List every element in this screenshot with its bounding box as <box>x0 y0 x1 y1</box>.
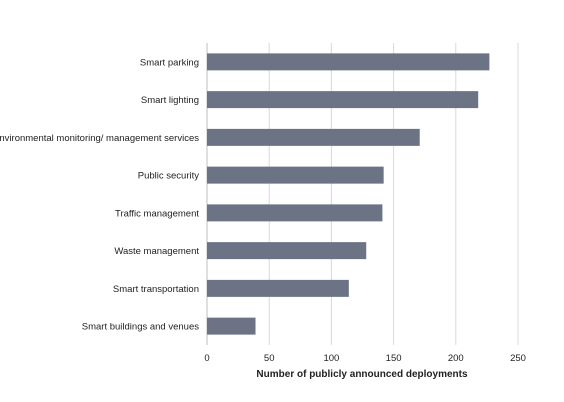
x-axis-title: Number of publicly announced deployments <box>256 369 468 380</box>
category-labels: Smart parking Smart lighting Environmental… <box>0 57 199 332</box>
category-label: Smart buildings and venues <box>82 322 199 333</box>
bar <box>207 204 383 222</box>
bar <box>207 53 490 71</box>
x-tick-label: 200 <box>448 353 464 364</box>
x-tick-label: 0 <box>204 353 209 364</box>
category-label: Traffic management <box>115 208 199 219</box>
x-tick-label: 250 <box>510 353 526 364</box>
x-tick-label: 150 <box>386 353 402 364</box>
category-label: Smart lighting <box>141 95 199 106</box>
x-tick-label: 50 <box>264 353 275 364</box>
bar <box>207 128 420 146</box>
category-label: Smart parking <box>140 57 199 68</box>
bar <box>207 279 349 297</box>
category-label: Environmental monitoring/ management ser… <box>0 133 199 144</box>
bar <box>207 91 479 109</box>
bar <box>207 317 256 335</box>
x-tick-label: 100 <box>323 353 339 364</box>
category-label: Public security <box>138 171 199 182</box>
category-label: Waste management <box>114 246 199 257</box>
grid-layer <box>206 43 519 345</box>
bar-layer <box>207 53 490 335</box>
x-tick-labels: 0 50 100 150 200 250 <box>204 353 526 364</box>
category-label: Smart transportation <box>113 284 199 295</box>
bar <box>207 242 367 260</box>
bar <box>207 166 384 184</box>
